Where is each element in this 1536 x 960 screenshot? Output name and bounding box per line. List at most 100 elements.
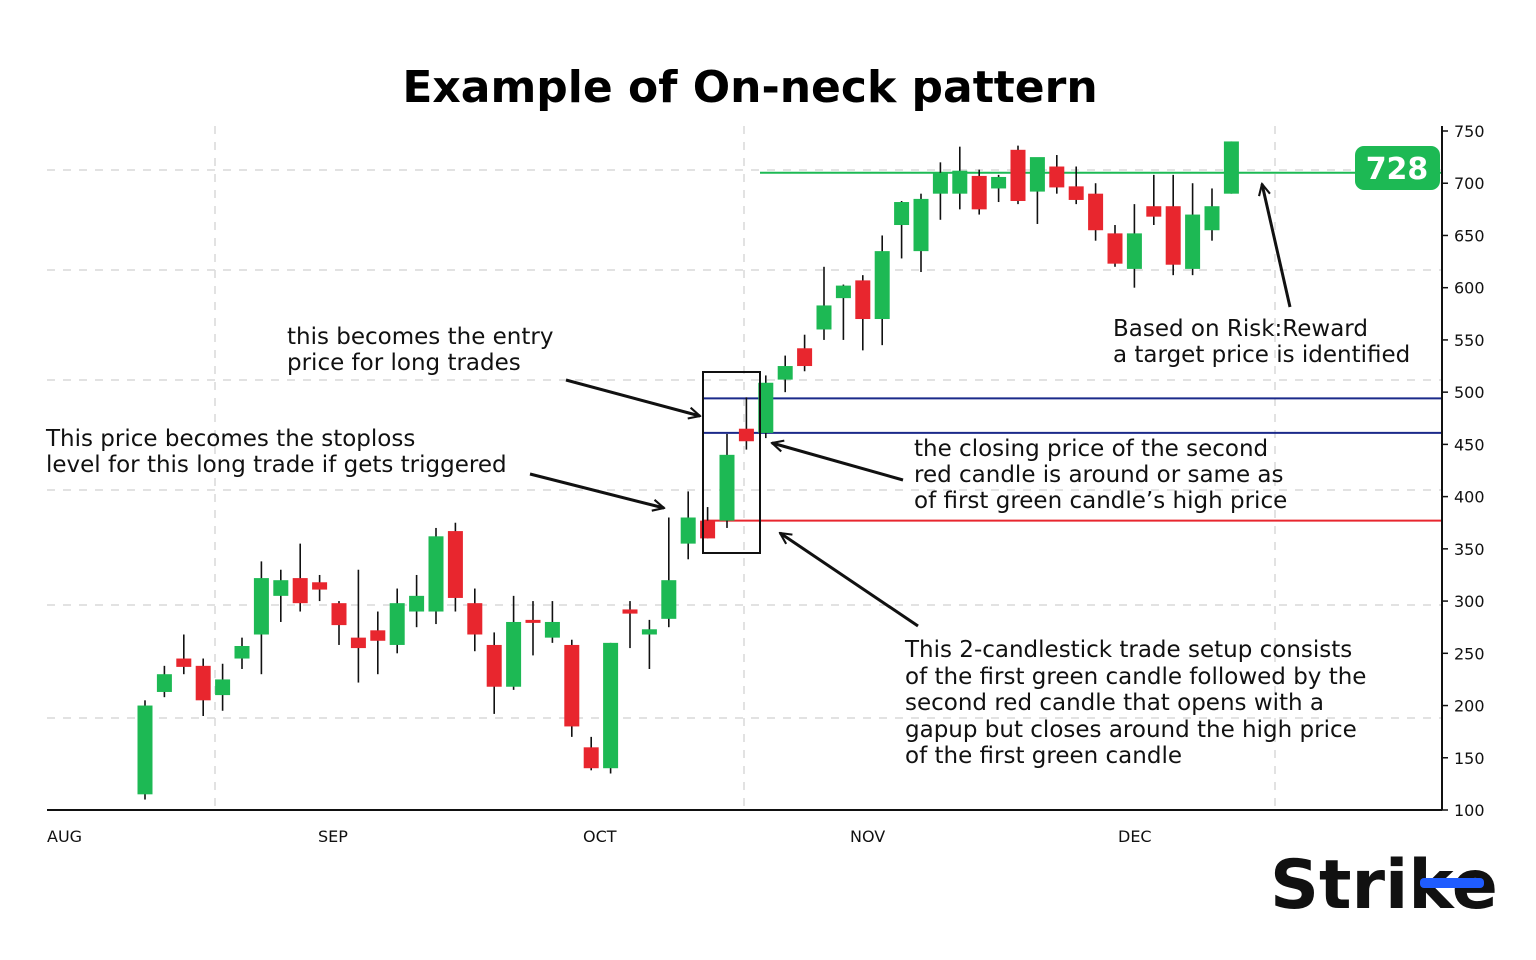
- y-tick-label-650: 650: [1454, 226, 1485, 245]
- annotation-stoploss: This price becomes the stoploss level fo…: [45, 426, 507, 478]
- annotation-arrows: [529, 184, 1292, 628]
- candle-40: [913, 193, 929, 273]
- candle-body-55: [1204, 206, 1220, 231]
- candle-body-53: [1165, 206, 1181, 265]
- candle-28: [680, 491, 696, 560]
- x-tick-label-oct: OCT: [583, 827, 617, 846]
- candle-42: [952, 146, 968, 210]
- annotation-entry-line-1: this becomes the entry: [287, 324, 553, 350]
- candle-8: [292, 543, 308, 612]
- candle-body-27: [661, 580, 677, 619]
- candle-3: [195, 658, 211, 716]
- candle-32: [758, 375, 774, 439]
- annotation-closing: the closing price of the second red cand…: [914, 436, 1287, 514]
- x-tick-label-nov: NOV: [850, 827, 885, 846]
- candle-body-36: [835, 285, 851, 299]
- annotation-closing-line-1: the closing price of the second: [914, 436, 1268, 462]
- candle-12: [370, 611, 386, 675]
- candle-14: [409, 574, 425, 628]
- candle-13: [389, 588, 405, 654]
- candle-body-14: [409, 595, 425, 612]
- target-badge-label: 728: [1366, 152, 1429, 187]
- candle-16: [447, 522, 463, 612]
- candle-body-18: [486, 644, 502, 687]
- candle-39: [894, 200, 910, 259]
- annotation-closing-line-3: of first green candle’s high price: [914, 488, 1287, 514]
- y-tick-label-600: 600: [1454, 279, 1485, 298]
- candle-body-56: [1223, 141, 1239, 194]
- candle-38: [874, 235, 890, 346]
- candle-body-43: [971, 175, 987, 210]
- candle-9: [312, 574, 328, 602]
- y-tick-label-250: 250: [1454, 644, 1485, 663]
- annotation-setup-line-3: second red candle that opens with a: [905, 690, 1324, 716]
- candle-body-4: [215, 679, 231, 696]
- candle-31: [738, 397, 754, 450]
- target-badge-background: [1355, 146, 1440, 190]
- candle-36: [835, 284, 851, 340]
- candle-body-21: [544, 621, 560, 638]
- strike-logo: Strike: [1270, 846, 1498, 925]
- candle-5: [234, 637, 250, 669]
- y-tick-label-700: 700: [1454, 174, 1485, 193]
- candle-body-45: [1010, 149, 1026, 201]
- candle-body-46: [1029, 157, 1045, 192]
- annotation-stoploss-line-2: level for this long trade if gets trigge…: [46, 452, 507, 478]
- candle-41: [932, 162, 948, 220]
- candle-body-49: [1088, 193, 1104, 231]
- candle-body-19: [506, 621, 522, 687]
- candle-35: [816, 266, 832, 340]
- candle-33: [777, 355, 793, 393]
- annotation-setup-line-4: gapup but closes around the high price: [905, 717, 1357, 743]
- annotation-entry: this becomes the entry price for long tr…: [287, 324, 553, 376]
- candle-25: [622, 601, 638, 649]
- candle-body-20: [525, 619, 541, 623]
- y-tick-label-750: 750: [1454, 122, 1485, 141]
- y-tick-label-400: 400: [1454, 488, 1485, 507]
- y-tick-label-300: 300: [1454, 592, 1485, 611]
- x-tick-label-sep: SEP: [318, 827, 348, 846]
- candle-body-8: [292, 578, 308, 604]
- annotation-target-line-2: a target price is identified: [1113, 342, 1410, 368]
- candle-body-12: [370, 630, 386, 641]
- arrow-target: [1262, 184, 1292, 308]
- candle-body-39: [894, 202, 910, 226]
- candle-body-25: [622, 609, 638, 614]
- candle-47: [1049, 155, 1065, 194]
- candle-0: [137, 700, 153, 800]
- candle-10: [331, 601, 347, 645]
- candle-37: [855, 275, 871, 351]
- chart-title: Example of On-neck pattern: [402, 62, 1097, 113]
- candle-51: [1126, 204, 1142, 288]
- x-tick-label-dec: DEC: [1118, 827, 1152, 846]
- candle-body-6: [253, 578, 269, 635]
- candle-49: [1088, 183, 1104, 241]
- candle-body-51: [1126, 233, 1142, 269]
- candles: [137, 141, 1239, 800]
- candle-body-16: [447, 531, 463, 598]
- candle-2: [176, 634, 192, 675]
- y-tick-label-200: 200: [1454, 697, 1485, 716]
- candle-18: [486, 632, 502, 714]
- candle-body-26: [641, 629, 657, 635]
- candle-30: [719, 433, 735, 528]
- arrow-setup: [780, 533, 919, 628]
- arrow-stoploss: [529, 472, 664, 508]
- candle-55: [1204, 188, 1220, 241]
- candle-43: [971, 169, 987, 215]
- annotation-setup: This 2-candlestick trade setup consists …: [904, 637, 1366, 769]
- candle-body-15: [428, 536, 444, 612]
- candle-24: [603, 642, 619, 774]
- candle-body-13: [389, 603, 405, 645]
- candle-body-23: [583, 747, 599, 769]
- y-tick-label-350: 350: [1454, 540, 1485, 559]
- candle-body-40: [913, 198, 929, 252]
- candle-body-54: [1185, 214, 1201, 269]
- candle-body-30: [719, 454, 735, 521]
- candle-body-22: [564, 644, 580, 727]
- y-tick-label-500: 500: [1454, 383, 1485, 402]
- candle-46: [1029, 157, 1045, 224]
- y-tick-label-450: 450: [1454, 435, 1485, 454]
- candle-body-44: [991, 176, 1007, 189]
